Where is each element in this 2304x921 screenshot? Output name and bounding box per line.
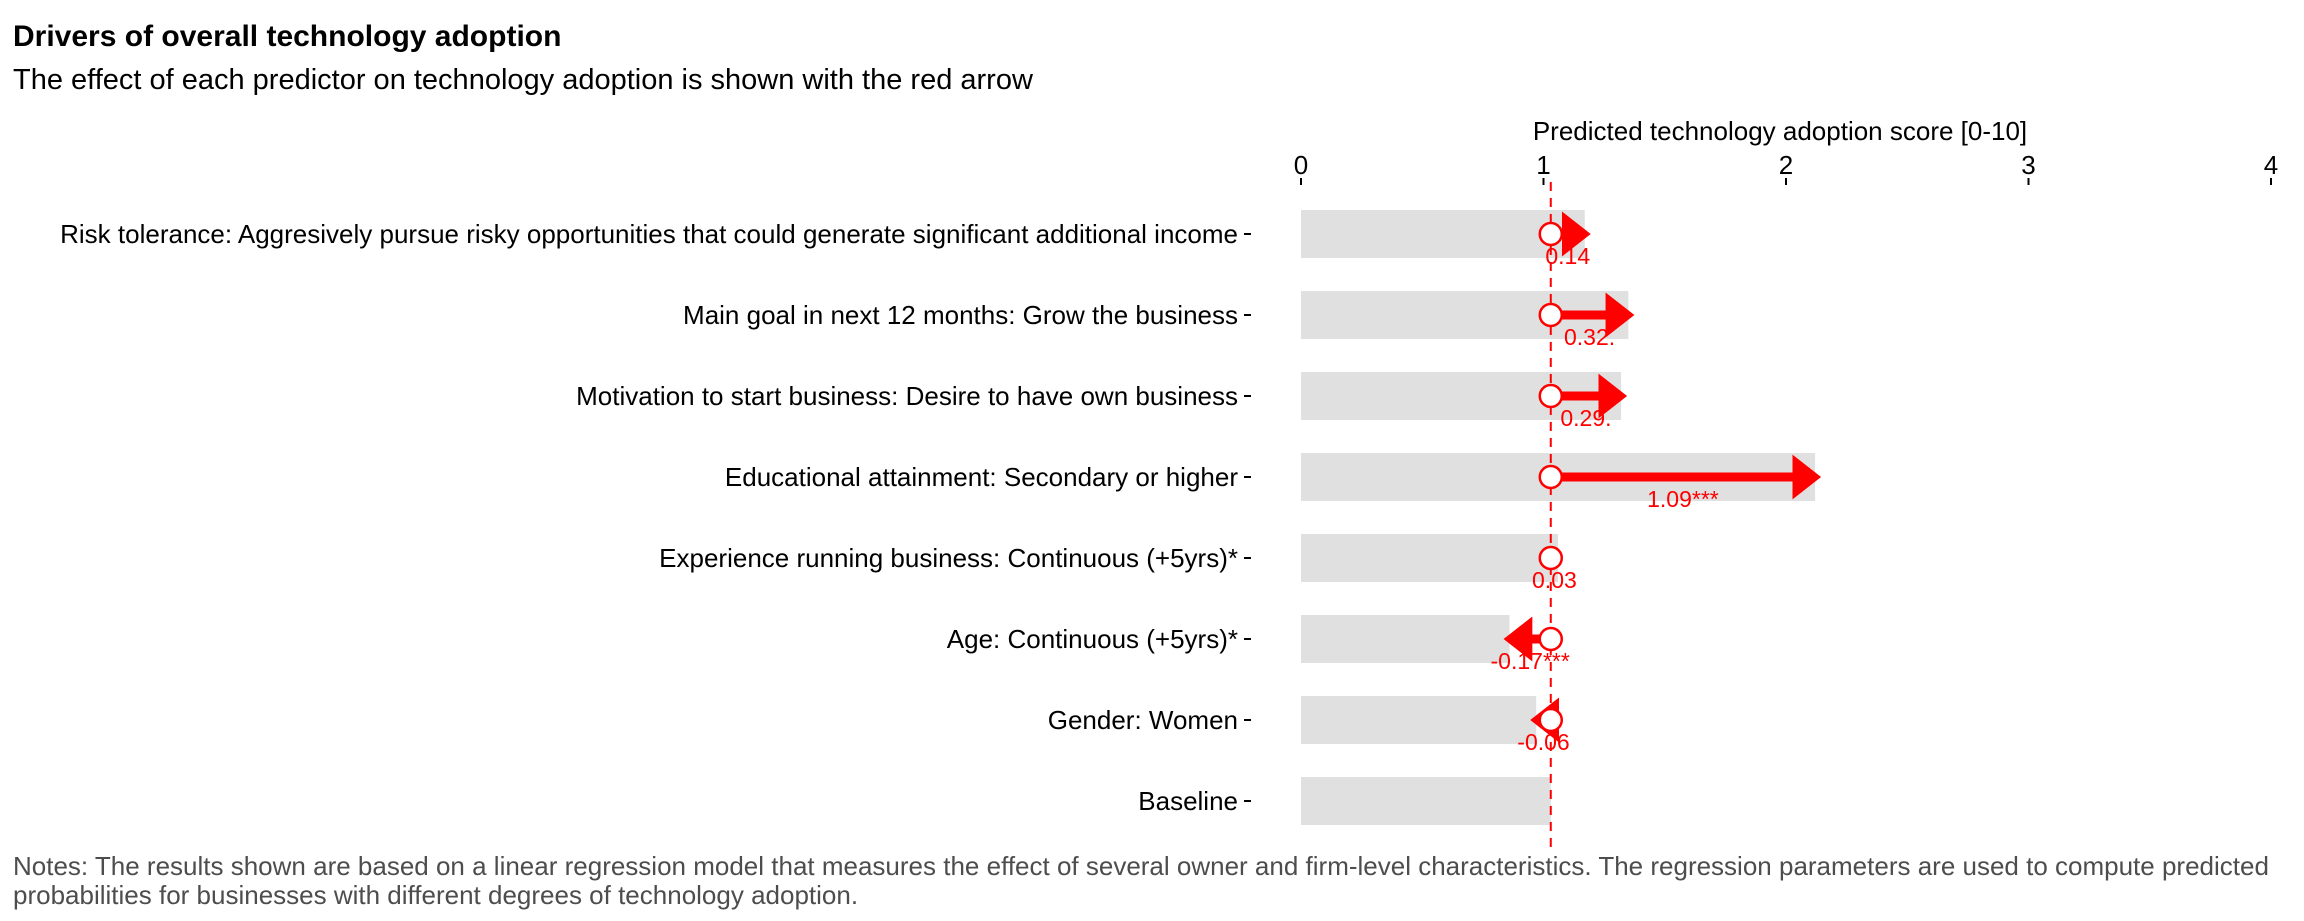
- x-tick-label: 4: [2264, 150, 2278, 180]
- effect-label: 0.03: [1532, 567, 1577, 593]
- category-label: Baseline: [1138, 786, 1238, 816]
- category-label: Educational attainment: Secondary or hig…: [725, 462, 1238, 492]
- effect-label: -0.17***: [1491, 648, 1570, 674]
- baseline-point: [1538, 302, 1564, 328]
- bar: [1301, 534, 1559, 582]
- x-axis-label: Predicted technology adoption score [0-1…: [1533, 116, 2027, 146]
- effect-label: 0.29.: [1560, 405, 1611, 431]
- baseline-point: [1538, 707, 1564, 733]
- x-tick-label: 3: [2021, 150, 2035, 180]
- effect-label: 0.32.: [1564, 324, 1615, 350]
- bar: [1301, 210, 1585, 258]
- x-tick-label: 0: [1294, 150, 1308, 180]
- notes: Notes: The results shown are based on a …: [13, 851, 2269, 910]
- baseline-point: [1538, 545, 1564, 571]
- baseline-point: [1538, 464, 1564, 490]
- chart: Predicted technology adoption score [0-1…: [60, 116, 2278, 850]
- category-label: Age: Continuous (+5yrs)*: [947, 624, 1238, 654]
- category-label: Experience running business: Continuous …: [659, 543, 1238, 573]
- effect-label: 1.09***: [1647, 486, 1719, 512]
- bars: [1301, 210, 1816, 825]
- category-label: Risk tolerance: Aggresively pursue risky…: [60, 219, 1238, 249]
- bar: [1301, 615, 1510, 663]
- baseline-point: [1538, 221, 1564, 247]
- baseline-points: [1538, 221, 1564, 733]
- bar: [1301, 696, 1537, 744]
- effect-label: -0.06: [1517, 729, 1569, 755]
- category-label: Main goal in next 12 months: Grow the bu…: [683, 300, 1238, 330]
- baseline-point: [1538, 383, 1564, 409]
- effect-labels: 0.14 0.32. 0.29. 1.09*** 0.03 -0.17*** -0.06: [1491, 243, 1719, 755]
- chart-subtitle: The effect of each predictor on technolo…: [13, 64, 1033, 96]
- baseline-point: [1538, 626, 1564, 652]
- category-labels: Risk tolerance: Aggresively pursue risky…: [60, 219, 1251, 816]
- chart-title: Drivers of overall technology adoption: [13, 20, 562, 53]
- x-tick-label: 1: [1536, 150, 1550, 180]
- bar: [1301, 777, 1551, 825]
- category-label: Motivation to start business: Desire to …: [576, 381, 1238, 411]
- category-label: Gender: Women: [1048, 705, 1238, 735]
- x-axis-ticks: 0 1 2 3 4: [1294, 150, 2278, 185]
- x-tick-label: 2: [1779, 150, 1793, 180]
- effect-label: 0.14: [1545, 243, 1590, 269]
